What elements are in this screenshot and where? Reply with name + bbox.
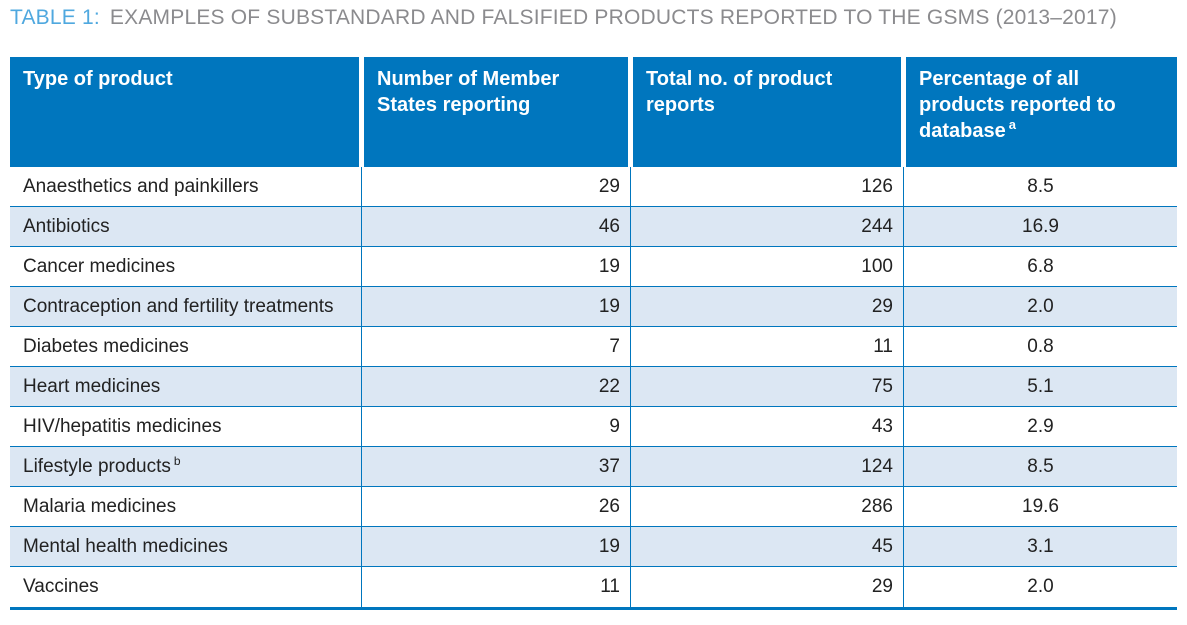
cell-percentage: 5.1 [903,367,1177,406]
table-title: TABLE 1: EXAMPLES OF SUBSTANDARD AND FALS… [10,6,1117,30]
cell-member-states: 22 [361,367,630,406]
column-header-label: Total no. of product reports [646,68,833,116]
cell-reports: 43 [630,407,903,446]
table-row: Malaria medicines 26 286 19.6 [10,487,1177,527]
product-name: Malaria medicines [23,496,177,517]
cell-reports: 29 [630,567,903,607]
product-name: Cancer medicines [23,256,176,277]
column-header-label: Percentage of all products reported to d… [919,68,1116,142]
product-name: Diabetes medicines [23,336,189,357]
cell-member-states: 9 [361,407,630,446]
table-row: Anaesthetics and painkillers 29 126 8.5 [10,167,1177,207]
cell-product: Antibiotics [10,207,361,246]
cell-reports: 126 [630,167,903,206]
table-row: Heart medicines 22 75 5.1 [10,367,1177,407]
table-row: Diabetes medicines 7 11 0.8 [10,327,1177,367]
cell-reports: 11 [630,327,903,366]
cell-percentage: 8.5 [903,447,1177,486]
cell-reports: 29 [630,287,903,326]
column-header-label: Number of Member States reporting [377,68,560,116]
data-table: Type of product Number of Member States … [10,57,1177,610]
footnote-marker: b [173,453,181,468]
table-row: Lifestyle products b 37 124 8.5 [10,447,1177,487]
table-body: Anaesthetics and painkillers 29 126 8.5 … [10,167,1177,610]
cell-percentage: 2.9 [903,407,1177,446]
table-row: HIV/hepatitis medicines 9 43 2.9 [10,407,1177,447]
cell-reports: 244 [630,207,903,246]
cell-product: Cancer medicines [10,247,361,286]
cell-product: Vaccines [10,567,361,607]
cell-product: Diabetes medicines [10,327,361,366]
column-header-footnote-marker: a [1008,117,1016,133]
product-name: Vaccines [23,576,99,597]
column-header-member-states: Number of Member States reporting [364,57,628,167]
cell-member-states: 19 [361,287,630,326]
cell-product: Anaesthetics and painkillers [10,167,361,206]
cell-reports: 45 [630,527,903,566]
product-name: Anaesthetics and painkillers [23,176,259,197]
cell-member-states: 7 [361,327,630,366]
cell-member-states: 37 [361,447,630,486]
product-name: Contraception and fertility treatments [23,296,334,317]
table-row: Antibiotics 46 244 16.9 [10,207,1177,247]
column-header-label: Type of product [23,68,173,90]
column-header-product-reports: Total no. of product reports [633,57,901,167]
cell-reports: 100 [630,247,903,286]
table-title-text: EXAMPLES OF SUBSTANDARD AND FALSIFIED PR… [109,6,1117,29]
column-header-percentage: Percentage of all products reported to d… [906,57,1177,167]
cell-percentage: 2.0 [903,287,1177,326]
cell-percentage: 6.8 [903,247,1177,286]
cell-percentage: 2.0 [903,567,1177,607]
cell-member-states: 29 [361,167,630,206]
product-name: Heart medicines [23,376,161,397]
cell-product: Contraception and fertility treatments [10,287,361,326]
table-row: Contraception and fertility treatments 1… [10,287,1177,327]
product-name: Antibiotics [23,216,110,237]
cell-member-states: 19 [361,527,630,566]
cell-percentage: 3.1 [903,527,1177,566]
cell-reports: 124 [630,447,903,486]
cell-percentage: 8.5 [903,167,1177,206]
cell-member-states: 46 [361,207,630,246]
cell-product: HIV/hepatitis medicines [10,407,361,446]
product-name: Lifestyle products [23,456,171,477]
table-row: Mental health medicines 19 45 3.1 [10,527,1177,567]
table-row: Vaccines 11 29 2.0 [10,567,1177,607]
product-name: HIV/hepatitis medicines [23,416,222,437]
cell-product: Lifestyle products b [10,447,361,486]
cell-product: Mental health medicines [10,527,361,566]
cell-member-states: 11 [361,567,630,607]
cell-product: Malaria medicines [10,487,361,526]
table-header-row: Type of product Number of Member States … [10,57,1177,167]
table-row: Cancer medicines 19 100 6.8 [10,247,1177,287]
cell-percentage: 0.8 [903,327,1177,366]
cell-reports: 286 [630,487,903,526]
column-header-type-of-product: Type of product [10,57,359,167]
cell-product: Heart medicines [10,367,361,406]
cell-member-states: 19 [361,247,630,286]
cell-reports: 75 [630,367,903,406]
table-title-label: TABLE 1: [10,6,100,29]
cell-member-states: 26 [361,487,630,526]
product-name: Mental health medicines [23,536,228,557]
cell-percentage: 19.6 [903,487,1177,526]
cell-percentage: 16.9 [903,207,1177,246]
